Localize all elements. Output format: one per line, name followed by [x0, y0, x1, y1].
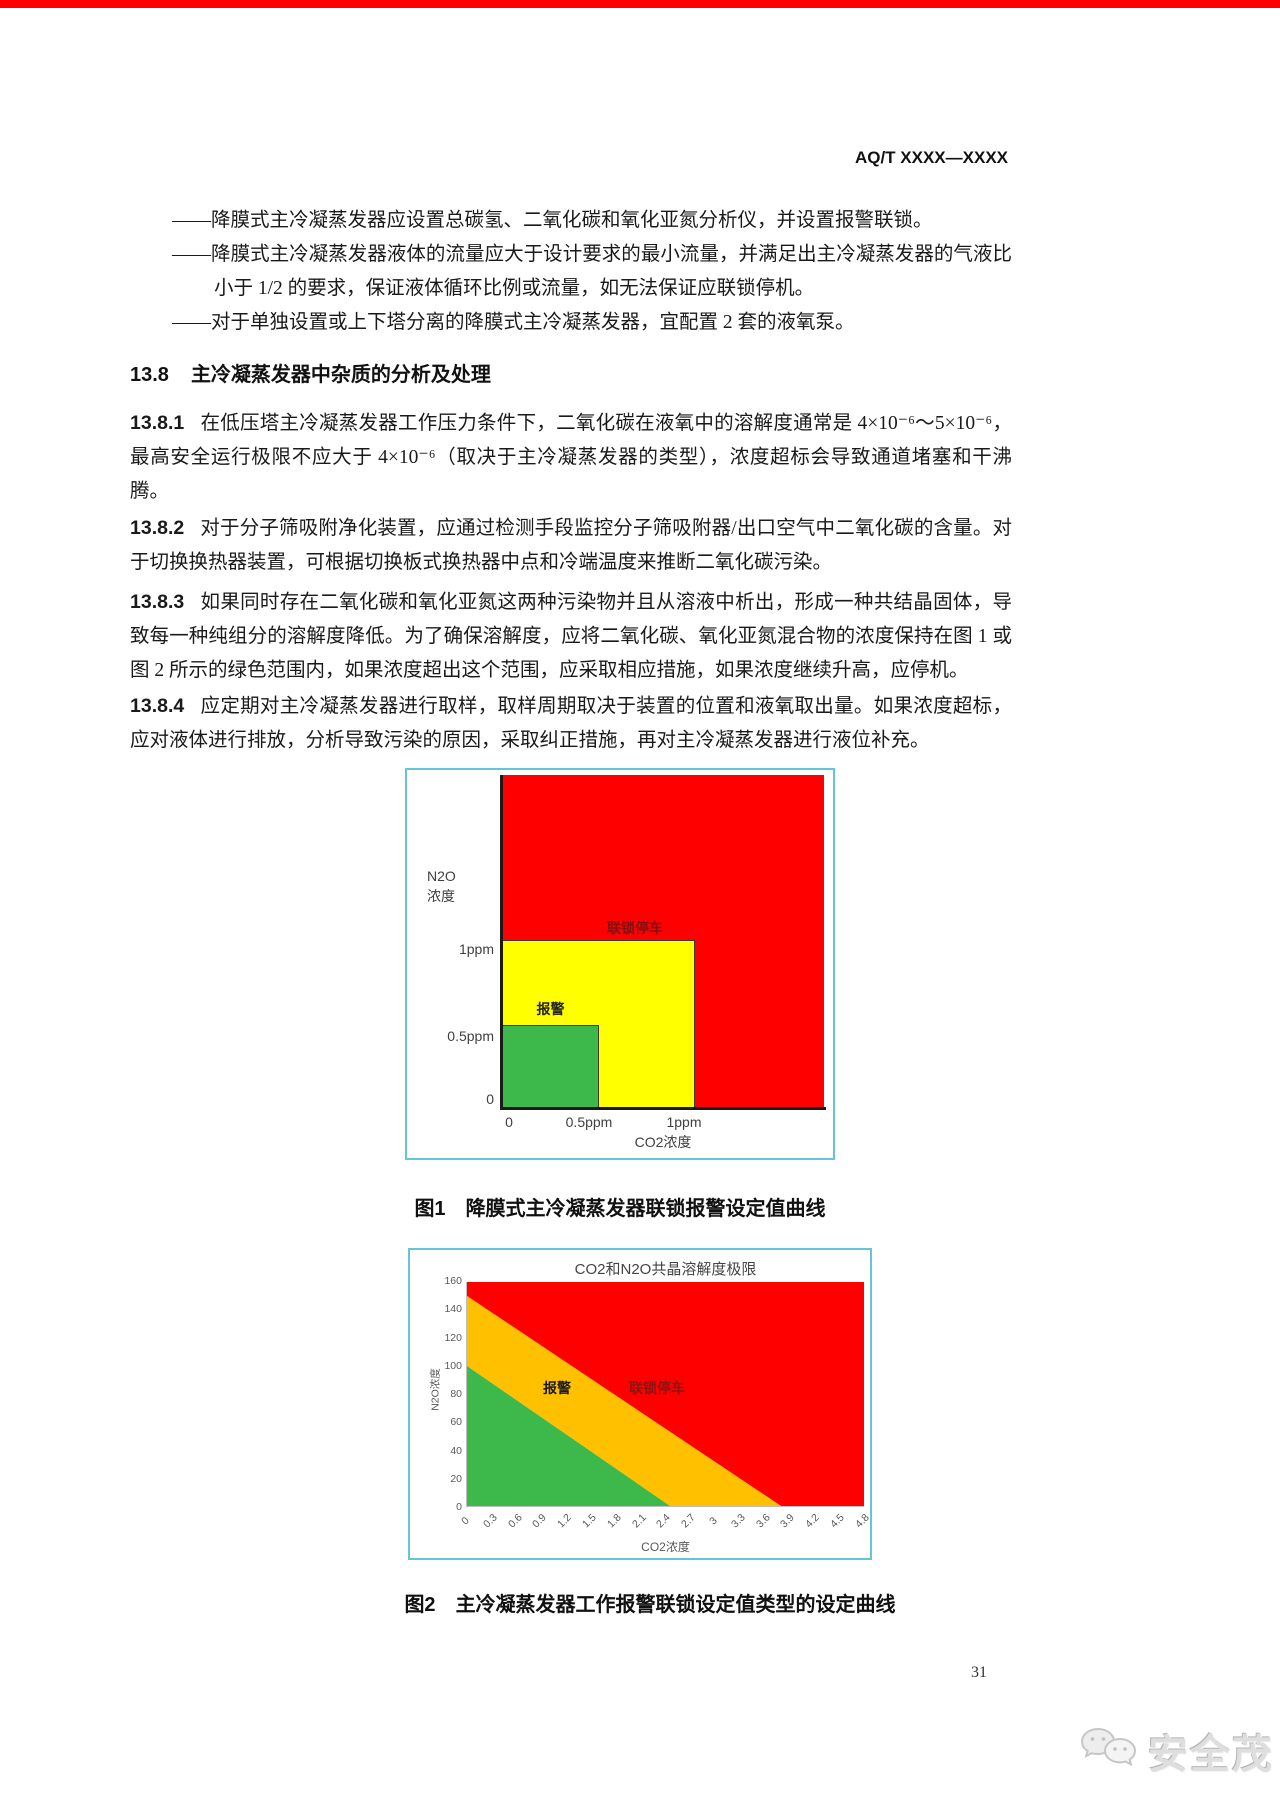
- bullet-item: ——对于单独设置或上下塔分离的降膜式主冷凝蒸发器，宜配置 2 套的液氧泵。: [172, 312, 855, 333]
- fig1-y-axis-title-line: 浓度: [427, 888, 455, 904]
- fig2-title: CO2和N2O共晶溶解度极限: [574, 1261, 757, 1278]
- fig1-y-tick: 1ppm: [458, 941, 494, 957]
- fig2-region-plot: [467, 1282, 864, 1506]
- fig2-y-tick: 40: [450, 1444, 462, 1457]
- fig1-y-axis-title: N2O 浓度: [427, 866, 456, 906]
- figure2-caption: 图2 主冷凝蒸发器工作报警联锁设定值类型的设定曲线: [368, 1588, 932, 1617]
- fig1-interlock-label: 联锁停车: [607, 920, 663, 936]
- figure2-caption-text: 主冷凝蒸发器工作报警联锁设定值类型的设定曲线: [455, 1594, 896, 1616]
- fig2-x-ticks: 0 0.3 0.6 0.9 1.2 1.5 1.8 2.1 2.4 2.7 3 …: [453, 1510, 875, 1532]
- bullet-item: ——降膜式主冷凝蒸发器液体的流量应大于设计要求的最小流量，并满足出主冷凝蒸发器的…: [172, 244, 1012, 299]
- watermark-text: 安全茂: [1148, 1733, 1274, 1777]
- clause-text: 应定期对主冷凝蒸发器进行取样，取样周期取决于装置的位置和液氧取出量。如果浓度超标…: [130, 696, 1012, 751]
- fig2-interlock-label: 联锁停车: [629, 1380, 685, 1396]
- clause-paragraph: 13.8.3 如果同时存在二氧化碳和氧化亚氮这两种污染物并且从溶液中析出，形成一种…: [130, 585, 1012, 688]
- fig2-y-tick: 100: [444, 1359, 462, 1372]
- fig1-y-axis-line: [500, 775, 503, 1110]
- fig2-y-tick: 120: [444, 1331, 462, 1344]
- fig2-y-axis-title: N2O浓度: [429, 1368, 442, 1411]
- fig1-y-axis-title-line: N2O: [427, 868, 456, 884]
- clause-text: 在低压塔主冷凝蒸发器工作压力条件下，二氧化碳在液氧中的溶解度通常是 4×10⁻⁶…: [130, 413, 1012, 502]
- clause-number: 13.8.4: [130, 695, 185, 717]
- fig1-y-tick: 0: [486, 1091, 494, 1107]
- fig2-y-tick: 80: [450, 1388, 462, 1400]
- doc-code-header: AQ/T XXXX—XXXX: [854, 148, 1008, 167]
- clause-number: 13.8.1: [130, 412, 185, 434]
- fig2-x-tick: 4.8: [852, 1511, 872, 1531]
- fig1-x-axis-title: CO2浓度: [634, 1134, 692, 1150]
- figure2-chart: CO2和N2O共晶溶解度极限 报警 联锁停车 160 140 120 100 8…: [408, 1248, 872, 1560]
- clause-text: 如果同时存在二氧化碳和氧化亚氮这两种污染物并且从溶液中析出，形成一种共结晶固体，…: [130, 592, 1012, 681]
- clause-paragraph: 13.8.2 对于分子筛吸附净化装置，应通过检测手段监控分子筛吸附器/出口空气中二…: [130, 511, 1012, 580]
- figure1-caption-text: 降膜式主冷凝蒸发器联锁报警设定值曲线: [465, 1198, 826, 1220]
- fig1-x-axis-line: [500, 1107, 826, 1110]
- section-heading: 13.8 主冷凝蒸发器中杂质的分析及处理: [130, 358, 491, 387]
- fig2-y-tick: 20: [450, 1472, 462, 1485]
- top-red-bar: [0, 0, 1280, 8]
- clause-paragraph: 13.8.1 在低压塔主冷凝蒸发器工作压力条件下，二氧化碳在液氧中的溶解度通常是 …: [130, 406, 1012, 509]
- fig2-interlock-region: [467, 1282, 864, 1506]
- fig1-normal-region: [502, 1025, 599, 1107]
- fig2-y-axis-line: [466, 1282, 467, 1507]
- bullet-list: ——降膜式主冷凝蒸发器应设置总碳氢、二氧化碳和氧化亚氮分析仪，并设置报警联锁。 …: [130, 204, 1012, 340]
- figure1-chart: 联锁停车 报警 N2O 浓度 1ppm 0.5ppm 0 0 0.5ppm 1p…: [405, 768, 835, 1160]
- clause-number: 13.8.3: [130, 591, 185, 613]
- fig2-y-tick: 160: [444, 1275, 462, 1287]
- clause-number: 13.8.2: [130, 517, 185, 539]
- figure2-caption-label: 图2: [404, 1594, 436, 1616]
- fig2-x-axis-title: CO2浓度: [641, 1540, 690, 1554]
- section-number: 13.8: [130, 364, 169, 386]
- clause-paragraph: 13.8.4 应定期对主冷凝蒸发器进行取样，取样周期取决于装置的位置和液氧取出量。…: [130, 689, 1012, 758]
- bullet-item: ——降膜式主冷凝蒸发器应设置总碳氢、二氧化碳和氧化亚氮分析仪，并设置报警联锁。: [172, 210, 933, 231]
- figure1-caption-label: 图1: [414, 1198, 446, 1220]
- fig2-x-axis-line: [466, 1506, 864, 1507]
- figure1-caption: 图1 降膜式主冷凝蒸发器联锁报警设定值曲线: [355, 1192, 885, 1221]
- fig2-y-ticks: 160 140 120 100 80 60 40 20 0: [426, 1275, 462, 1513]
- fig2-alarm-region: [467, 1296, 781, 1506]
- fig1-x-tick: 1ppm: [666, 1114, 702, 1130]
- fig2-alarm-label: 报警: [543, 1380, 571, 1396]
- clause-text: 对于分子筛吸附净化装置，应通过检测手段监控分子筛吸附器/出口空气中二氧化碳的含量…: [130, 518, 1012, 573]
- fig2-normal-region: [467, 1366, 670, 1506]
- section-title: 主冷凝蒸发器中杂质的分析及处理: [190, 364, 491, 386]
- watermark: 安全茂: [1078, 1722, 1274, 1780]
- fig2-y-tick: 0: [456, 1501, 462, 1513]
- fig1-alarm-label: 报警: [536, 1001, 565, 1017]
- fig1-x-tick: 0.5ppm: [565, 1114, 613, 1130]
- chat-bubbles-icon: [1078, 1725, 1140, 1778]
- fig1-x-tick: 0: [505, 1114, 513, 1130]
- fig2-y-tick: 140: [444, 1303, 462, 1316]
- fig2-y-tick: 60: [450, 1416, 462, 1429]
- page-number: 31: [971, 1664, 987, 1681]
- fig1-y-tick: 0.5ppm: [447, 1028, 494, 1044]
